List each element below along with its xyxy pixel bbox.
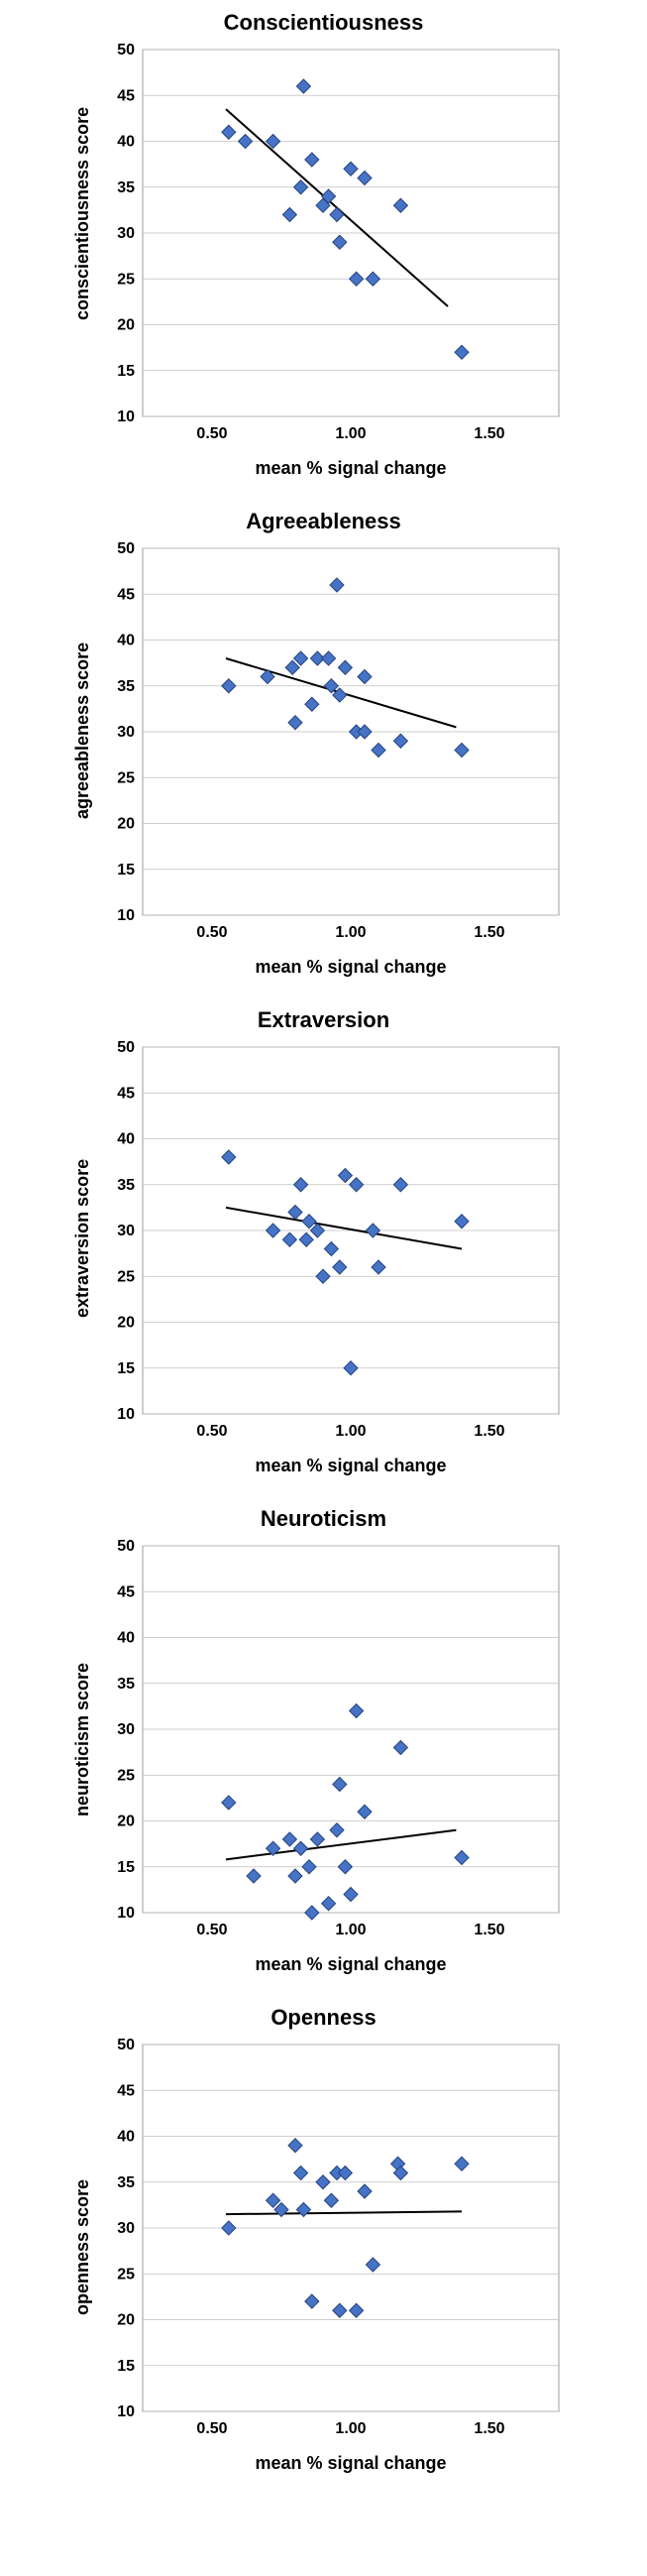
x-tick-label: 0.50 — [196, 1423, 227, 1440]
y-tick-label: 25 — [117, 1268, 135, 1285]
x-tick-label: 1.00 — [335, 2420, 366, 2437]
y-tick-label: 10 — [117, 2403, 135, 2420]
scatter-plot: 10 15 20 25 30 35 40 45 50 0.50 1.00 1.50 — [58, 1037, 589, 1450]
y-axis-label: agreeableness score — [72, 643, 93, 819]
x-tick-label: 0.50 — [196, 924, 227, 941]
y-axis-label: extraversion score — [72, 1159, 93, 1318]
chart-title: Agreeableness — [58, 509, 589, 534]
y-tick-label: 45 — [117, 87, 135, 104]
y-tick-label: 25 — [117, 271, 135, 288]
x-axis-label: mean % signal change — [143, 957, 559, 978]
y-tick-label: 30 — [117, 1721, 135, 1738]
y-tick-label: 15 — [117, 1859, 135, 1876]
y-tick-label: 50 — [117, 42, 135, 59]
y-tick-label: 50 — [117, 1039, 135, 1056]
y-tick-label: 30 — [117, 225, 135, 242]
y-tick-label: 35 — [117, 1177, 135, 1194]
x-tick-label: 0.50 — [196, 1922, 227, 1938]
y-tick-label: 25 — [117, 2266, 135, 2283]
y-tick-label: 50 — [117, 540, 135, 557]
y-tick-label: 25 — [117, 1767, 135, 1784]
y-tick-label: 30 — [117, 1223, 135, 1239]
y-tick-label: 25 — [117, 769, 135, 786]
scatter-plot: 10 15 20 25 30 35 40 45 50 0.50 1.00 1.50 — [58, 2035, 589, 2447]
chart-title: Neuroticism — [58, 1506, 589, 1532]
y-tick-label: 20 — [117, 317, 135, 334]
y-tick-label: 40 — [117, 1630, 135, 1647]
y-axis-label: openness score — [72, 2179, 93, 2315]
y-tick-label: 30 — [117, 724, 135, 741]
figure-column: Conscientiousness conscientiousness score… — [0, 0, 647, 2523]
y-tick-label: 10 — [117, 1406, 135, 1423]
y-tick-label: 15 — [117, 1360, 135, 1377]
x-tick-label: 1.00 — [335, 425, 366, 442]
scatter-plot: 10 15 20 25 30 35 40 45 50 0.50 1.00 1.50 — [58, 1536, 589, 1948]
y-tick-label: 10 — [117, 409, 135, 425]
y-tick-label: 35 — [117, 2174, 135, 2191]
y-tick-label: 35 — [117, 678, 135, 695]
chart-neuroticism: Neuroticism neuroticism score 10 15 20 25 30 35… — [58, 1506, 589, 1975]
x-axis-label: mean % signal change — [143, 458, 559, 479]
x-tick-label: 0.50 — [196, 2420, 227, 2437]
x-tick-label: 1.50 — [474, 425, 504, 442]
y-tick-label: 20 — [117, 1814, 135, 1830]
y-tick-label: 20 — [117, 816, 135, 833]
x-axis-label: mean % signal change — [143, 2453, 559, 2474]
y-tick-label: 40 — [117, 2129, 135, 2146]
chart-openness: Openness openness score 10 15 20 25 30 35 40 45 50… — [58, 2005, 589, 2474]
y-tick-label: 40 — [117, 134, 135, 151]
y-tick-label: 15 — [117, 363, 135, 380]
chart-title: Openness — [58, 2005, 589, 2031]
x-axis-label: mean % signal change — [143, 1456, 559, 1476]
y-axis-label: conscientiousness score — [72, 107, 93, 320]
y-tick-label: 30 — [117, 2220, 135, 2237]
y-tick-label: 45 — [117, 1583, 135, 1600]
chart-title: Conscientiousness — [58, 10, 589, 36]
y-tick-label: 15 — [117, 2358, 135, 2375]
y-axis-label: neuroticism score — [72, 1663, 93, 1816]
chart-agreeableness: Agreeableness agreeableness score 10 15 20 25… — [58, 509, 589, 978]
y-tick-label: 45 — [117, 1085, 135, 1102]
scatter-plot: 10 15 20 25 30 35 40 45 50 0.50 1.00 1.50 — [58, 538, 589, 951]
y-tick-label: 50 — [117, 1538, 135, 1555]
x-tick-label: 1.50 — [474, 924, 504, 941]
y-tick-label: 10 — [117, 907, 135, 924]
x-tick-label: 1.00 — [335, 1423, 366, 1440]
y-tick-label: 45 — [117, 2082, 135, 2099]
y-tick-label: 35 — [117, 1676, 135, 1693]
x-tick-label: 1.50 — [474, 1922, 504, 1938]
y-tick-label: 40 — [117, 633, 135, 649]
scatter-plot: 10 15 20 25 30 35 40 45 50 0.50 1.00 1.50 — [58, 40, 589, 452]
x-tick-label: 1.50 — [474, 2420, 504, 2437]
x-tick-label: 0.50 — [196, 425, 227, 442]
chart-extraversion: Extraversion extraversion score 10 15 20 25 30… — [58, 1007, 589, 1476]
x-tick-label: 1.00 — [335, 1922, 366, 1938]
chart-conscientiousness: Conscientiousness conscientiousness score… — [58, 10, 589, 479]
y-tick-label: 20 — [117, 1315, 135, 1332]
x-axis-label: mean % signal change — [143, 1954, 559, 1975]
y-tick-label: 45 — [117, 586, 135, 603]
y-tick-label: 50 — [117, 2037, 135, 2053]
x-tick-label: 1.00 — [335, 924, 366, 941]
chart-title: Extraversion — [58, 1007, 589, 1033]
y-tick-label: 35 — [117, 179, 135, 196]
y-tick-label: 40 — [117, 1131, 135, 1148]
x-tick-label: 1.50 — [474, 1423, 504, 1440]
y-tick-label: 20 — [117, 2312, 135, 2329]
y-tick-label: 15 — [117, 862, 135, 878]
y-tick-label: 10 — [117, 1905, 135, 1922]
